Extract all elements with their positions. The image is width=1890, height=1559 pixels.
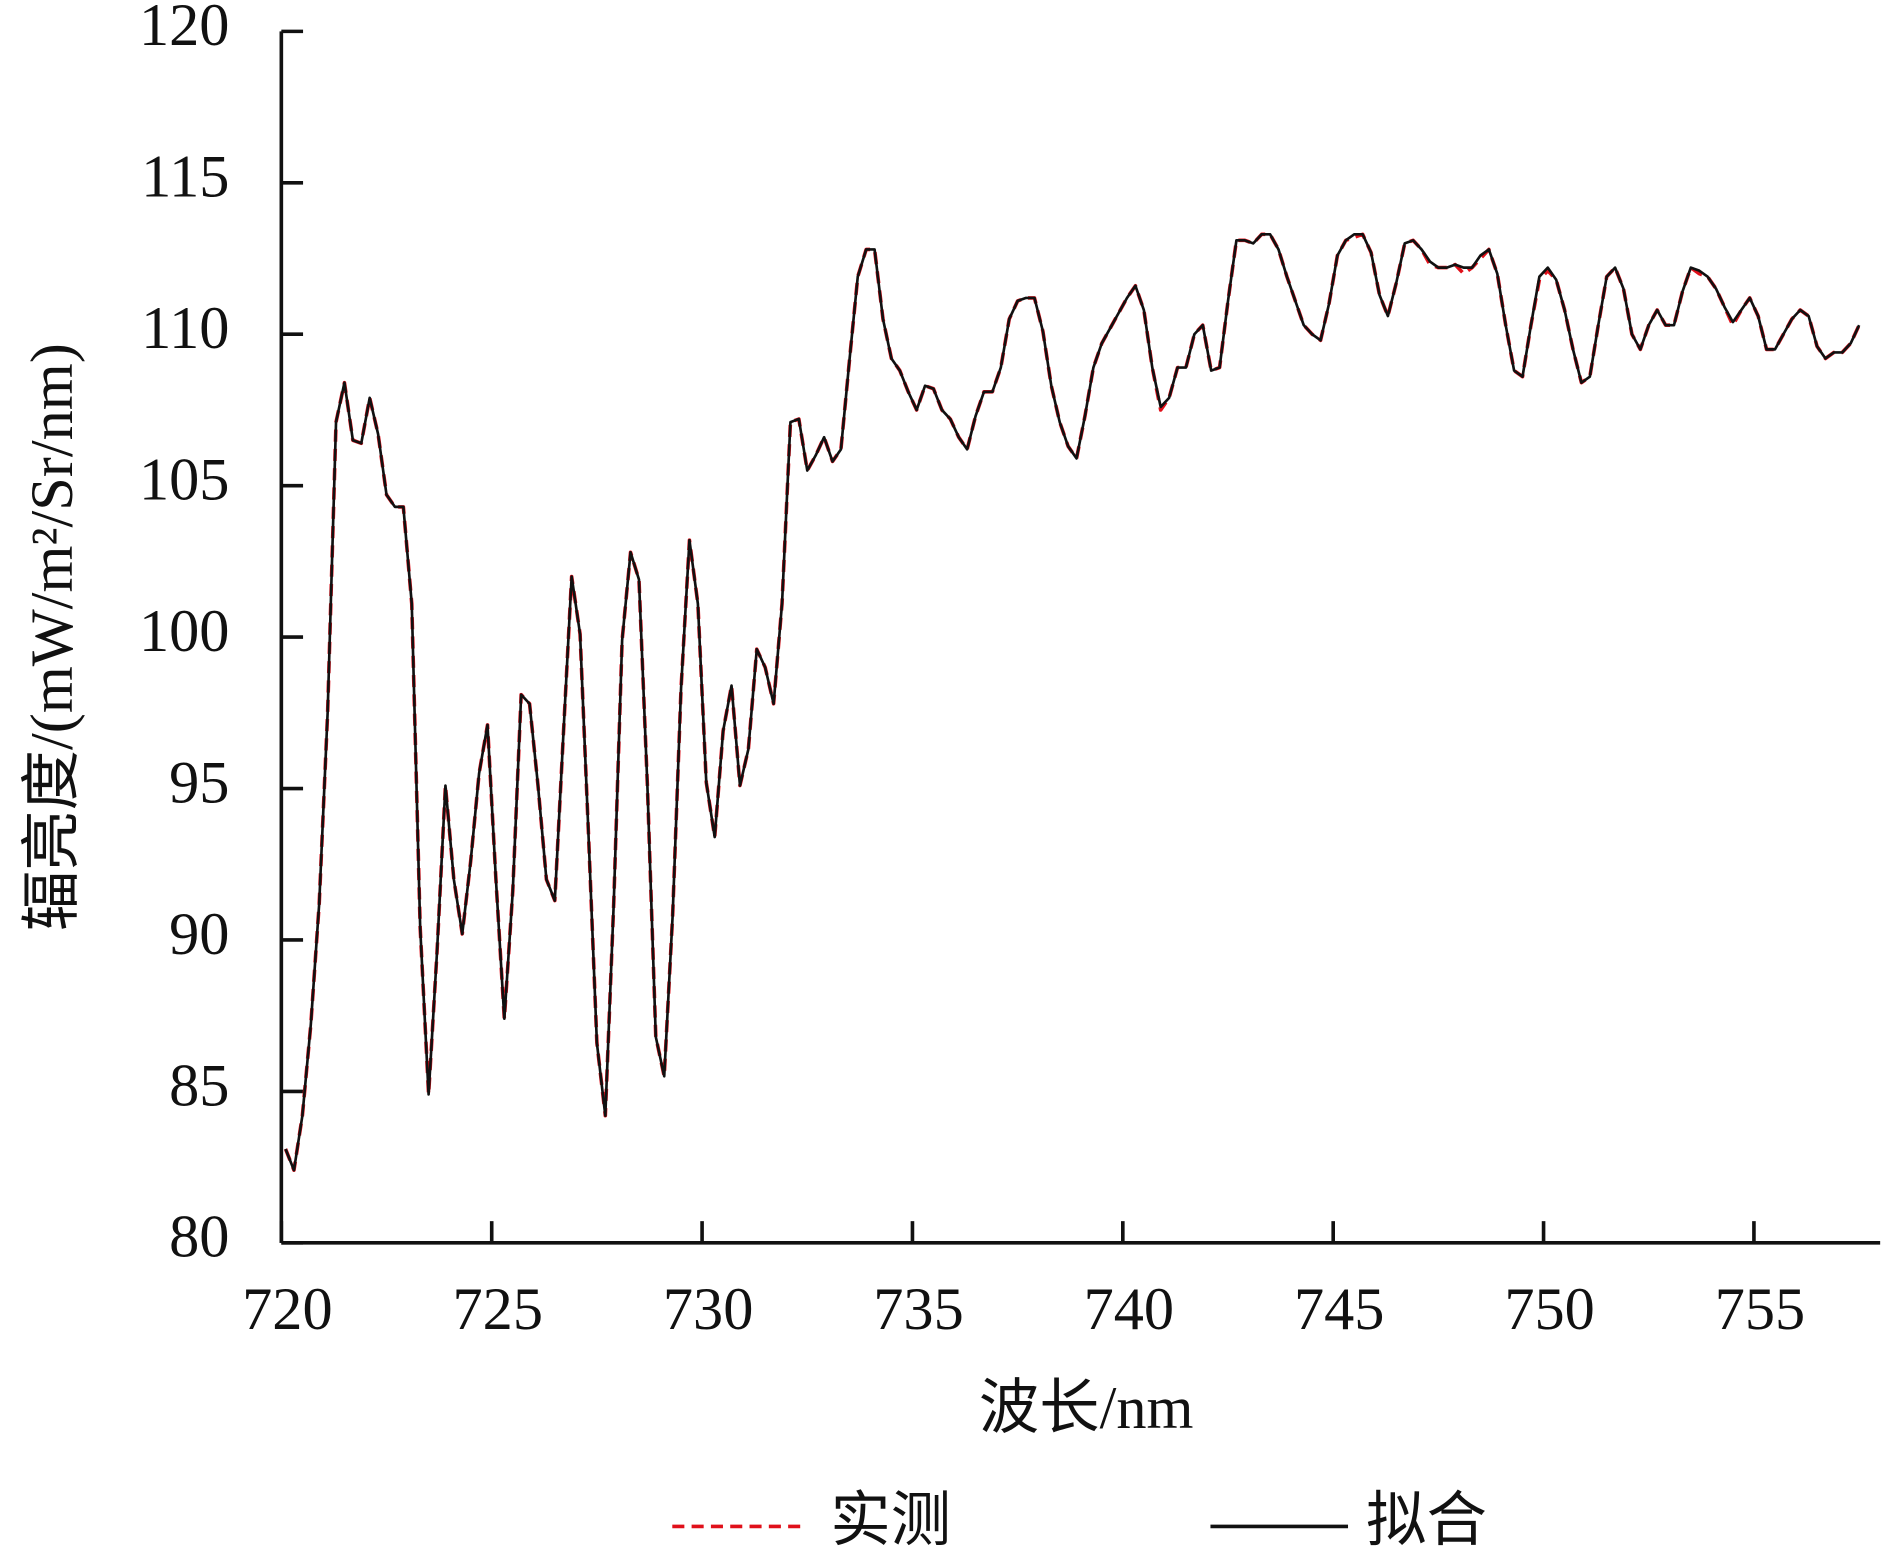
x-tick-label: 725 [452,1276,542,1343]
y-tick-label: 85 [169,1052,229,1119]
y-tick-label: 115 [141,144,229,211]
x-tick-label: 730 [663,1276,754,1343]
x-tick-label: 720 [242,1276,333,1343]
legend-label: 拟合 [1366,1487,1487,1554]
y-tick-label: 105 [139,447,230,514]
x-tick-label: 740 [1084,1276,1175,1343]
y-tick-label: 90 [169,901,229,968]
y-axis-title: 辐亮度/(mW/m²/Sr/nm) [19,343,86,931]
x-axis-title: 波长/nm [979,1375,1194,1442]
y-tick-label: 110 [141,295,229,362]
series-line [284,232,1861,1172]
x-tick-label: 745 [1294,1276,1385,1343]
x-tick-label: 755 [1715,1276,1806,1343]
y-tick-label: 120 [139,0,230,59]
y-tick-label: 95 [169,749,229,816]
legend-label: 实测 [830,1487,951,1554]
y-tick-label: 80 [169,1204,229,1271]
x-tick-label: 735 [873,1276,963,1343]
x-tick-label: 750 [1504,1276,1595,1343]
y-tick-label: 100 [139,598,230,665]
